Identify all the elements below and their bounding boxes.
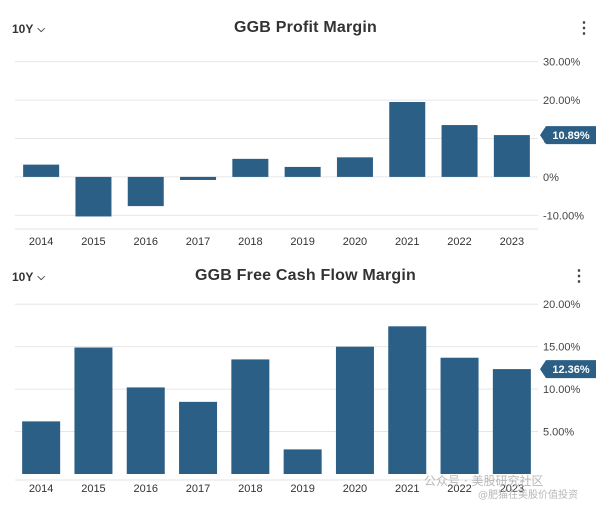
last-value-callout bbox=[540, 126, 596, 145]
y-tick-label: 15.00% bbox=[543, 342, 581, 354]
bar-2018[interactable] bbox=[232, 158, 269, 177]
bar-2023[interactable] bbox=[492, 369, 531, 474]
x-tick-label: 2020 bbox=[343, 236, 367, 248]
x-tick-label: 2014 bbox=[29, 236, 53, 248]
bar-2014[interactable] bbox=[23, 164, 60, 177]
x-tick-label: 2017 bbox=[186, 483, 210, 495]
bar-2017[interactable] bbox=[180, 176, 217, 180]
bar-2022[interactable] bbox=[440, 357, 479, 474]
bar-2015[interactable] bbox=[74, 347, 113, 474]
fcf-margin-chart: 5.00% 10.00% 15.00% 20.00% 2014 2015 2016 2017 2… bbox=[15, 299, 596, 495]
bar-2015[interactable] bbox=[75, 176, 112, 217]
bar-2021[interactable] bbox=[389, 102, 426, 177]
bar-2019[interactable] bbox=[283, 449, 322, 474]
bar-2020[interactable] bbox=[335, 346, 374, 474]
x-tick-label: 2023 bbox=[500, 483, 524, 495]
x-tick-label: 2021 bbox=[395, 236, 419, 248]
x-tick-label: 2023 bbox=[500, 236, 524, 248]
chevron-down-icon: ⌵ bbox=[37, 271, 45, 283]
period-label: 10Y bbox=[12, 270, 34, 284]
x-tick-label: 2018 bbox=[238, 483, 262, 495]
x-tick-label: 2022 bbox=[447, 236, 471, 248]
bar-2021[interactable] bbox=[388, 326, 427, 474]
last-value-label: 10.89% bbox=[552, 130, 590, 142]
x-tick-label: 2021 bbox=[395, 483, 419, 495]
bar-2023[interactable] bbox=[493, 135, 530, 177]
bar-2016[interactable] bbox=[126, 387, 165, 474]
bar-2017[interactable] bbox=[179, 401, 218, 474]
y-tick-label: 20.00% bbox=[543, 299, 581, 311]
last-value-label: 12.36% bbox=[552, 364, 590, 376]
y-tick-label: 20.00% bbox=[543, 95, 581, 107]
x-tick-label: 2015 bbox=[81, 483, 105, 495]
bar-2020[interactable] bbox=[336, 157, 373, 177]
chart-title-fcf: GGB Free Cash Flow Margin bbox=[194, 267, 417, 284]
fcf-margin-panel: 10Y ⌵ GGB Free Cash Flow Margin ⋮ 5.00% 1… bbox=[0, 258, 611, 505]
bar-2018[interactable] bbox=[231, 359, 270, 474]
x-tick-label: 2015 bbox=[81, 236, 105, 248]
bar-2022[interactable] bbox=[441, 125, 478, 177]
x-tick-label: 2020 bbox=[343, 483, 367, 495]
bar-2019[interactable] bbox=[284, 166, 321, 177]
chevron-down-icon: ⌵ bbox=[37, 23, 45, 35]
period-label: 10Y bbox=[12, 22, 34, 36]
chart-title-profit: GGB Profit Margin bbox=[234, 19, 377, 36]
last-value-callout bbox=[540, 360, 596, 379]
x-tick-label: 2019 bbox=[290, 236, 314, 248]
x-tick-label: 2016 bbox=[134, 236, 158, 248]
y-tick-label: 30.00% bbox=[543, 57, 581, 69]
x-tick-label: 2019 bbox=[290, 483, 314, 495]
x-tick-label: 2022 bbox=[447, 483, 471, 495]
y-tick-label: 0% bbox=[543, 172, 559, 184]
period-selector-fcf[interactable]: 10Y ⌵ bbox=[12, 270, 45, 284]
y-tick-label: 10.00% bbox=[543, 384, 581, 396]
y-tick-label: -10.00% bbox=[543, 210, 584, 222]
x-tick-label: 2018 bbox=[238, 236, 262, 248]
period-selector-profit[interactable]: 10Y ⌵ bbox=[12, 22, 45, 36]
x-tick-label: 2014 bbox=[29, 483, 53, 495]
bar-2014[interactable] bbox=[22, 421, 61, 474]
y-tick-label: 5.00% bbox=[543, 427, 574, 439]
x-tick-label: 2016 bbox=[134, 483, 158, 495]
bar-2016[interactable] bbox=[127, 176, 164, 207]
profit-margin-panel: 10Y ⌵ GGB Profit Margin ⋮ -10.00%0%10.00… bbox=[0, 0, 611, 252]
more-options-icon[interactable]: ⋮ bbox=[576, 20, 592, 37]
more-options-icon[interactable]: ⋮ bbox=[571, 268, 587, 285]
x-tick-label: 2017 bbox=[186, 236, 210, 248]
profit-margin-chart: -10.00%0%10.00%20.00%30.00%2014201520162… bbox=[15, 57, 596, 248]
